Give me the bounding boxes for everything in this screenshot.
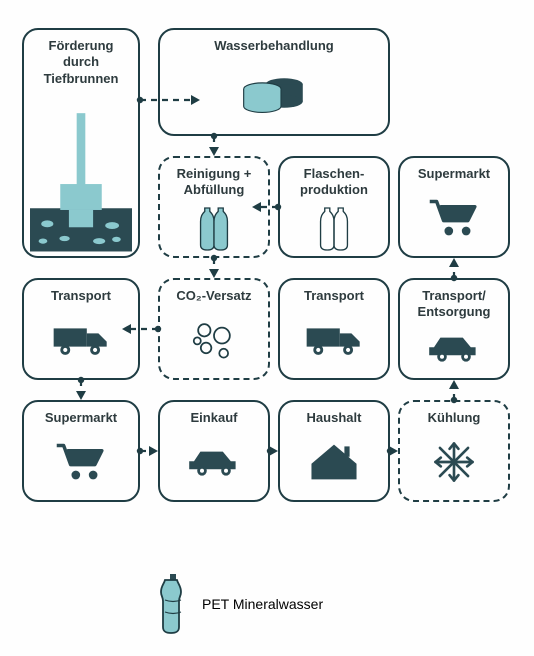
node-label: Reinigung + Abfüllung <box>177 166 252 199</box>
edge-reinigung-co2 <box>209 255 219 278</box>
node-label: Supermarkt <box>45 410 117 426</box>
cart-icon <box>28 432 134 492</box>
node-kuehlung: Kühlung <box>398 400 510 502</box>
house-icon <box>284 432 384 492</box>
cart-icon <box>404 188 504 248</box>
node-label: Transport/ Entsorgung <box>418 288 491 321</box>
node-transport2: Transport <box>278 278 390 380</box>
node-label: Transport <box>51 288 111 304</box>
car-icon <box>164 432 264 492</box>
node-super2: Supermarkt <box>398 156 510 258</box>
bubbles-icon <box>164 310 264 370</box>
snow-icon <box>404 432 504 492</box>
node-label: Einkauf <box>191 410 238 426</box>
edge-transport1-super1 <box>76 377 86 400</box>
bottle-icon <box>158 572 188 636</box>
node-transEnt: Transport/ Entsorgung <box>398 278 510 380</box>
legend-label: PET Mineralwasser <box>202 596 323 612</box>
node-foerderung: Förderung durch Tiefbrunnen <box>22 28 140 258</box>
edge-wasser-reinigung <box>209 133 219 156</box>
node-wasser: Wasserbehandlung <box>158 28 390 136</box>
node-label: Flaschen- produktion <box>300 166 368 199</box>
preforms-icon <box>284 205 384 253</box>
node-flaschen: Flaschen- produktion <box>278 156 390 258</box>
node-label: Supermarkt <box>418 166 490 182</box>
node-reinigung: Reinigung + Abfüllung <box>158 156 270 258</box>
node-co2: CO₂-Versatz <box>158 278 270 380</box>
node-label: Förderung durch Tiefbrunnen <box>44 38 119 87</box>
deepwell-icon <box>28 93 134 263</box>
node-label: Wasserbehandlung <box>214 38 333 54</box>
bottles2-icon <box>164 205 264 253</box>
truck-icon <box>284 310 384 370</box>
tanks-icon <box>164 60 384 126</box>
node-transport1: Transport <box>22 278 140 380</box>
node-label: Kühlung <box>428 410 481 426</box>
node-label: Haushalt <box>307 410 362 426</box>
legend: PET Mineralwasser <box>158 572 323 636</box>
node-label: Transport <box>304 288 364 304</box>
node-label: CO₂-Versatz <box>176 288 251 304</box>
node-haushalt: Haushalt <box>278 400 390 502</box>
node-super1: Supermarkt <box>22 400 140 502</box>
node-einkauf: Einkauf <box>158 400 270 502</box>
car-icon <box>404 327 504 371</box>
truck-icon <box>28 310 134 370</box>
